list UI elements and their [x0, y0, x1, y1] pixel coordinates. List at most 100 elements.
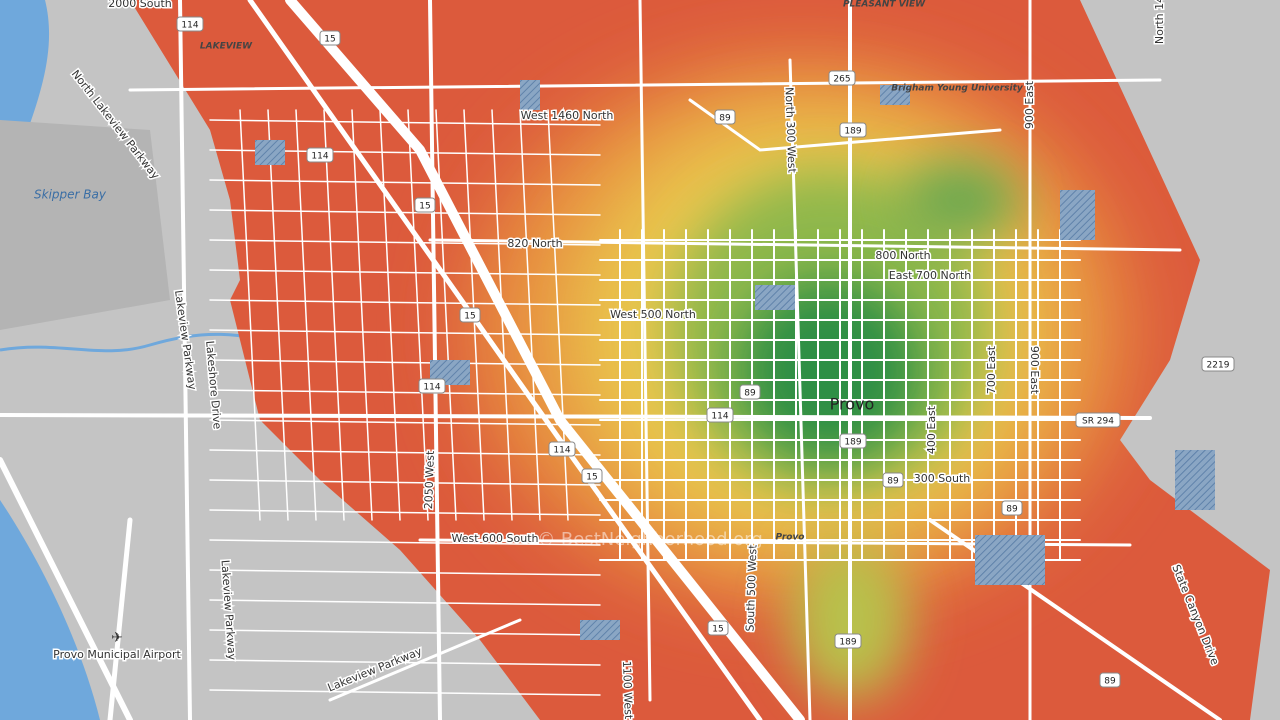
route-shield: 114: [306, 147, 334, 163]
route-shield: 15: [581, 468, 603, 484]
shield-box: [581, 468, 603, 484]
highway: [428, 238, 1182, 252]
shield-box: [839, 433, 867, 449]
highway: [0, 457, 133, 720]
highway: [128, 78, 1162, 92]
shield-box: [707, 620, 729, 636]
highway: [638, 0, 652, 702]
shield-box: [1201, 356, 1235, 372]
shield-label: 265: [833, 75, 850, 85]
route-shield: 15: [319, 30, 341, 46]
street: [239, 109, 261, 521]
street: [209, 539, 601, 546]
shield-label: 89: [887, 477, 899, 487]
street: [209, 299, 601, 306]
route-shield: 114: [706, 407, 734, 423]
route-shield: 189: [834, 633, 862, 649]
route-shield: 89: [714, 109, 736, 125]
route-shield: 114: [176, 16, 204, 32]
route-shield: 89: [1001, 500, 1023, 516]
map-label: North 14: [1153, 0, 1166, 44]
park: [520, 80, 540, 110]
street: [209, 329, 601, 336]
street: [209, 659, 601, 666]
map-label: West 1460 North: [521, 109, 614, 122]
street: [209, 449, 601, 456]
roads: [0, 0, 1222, 720]
map-label: 2000 South: [108, 0, 171, 10]
shield-box: [306, 147, 334, 163]
route-shield: 89: [1099, 672, 1121, 688]
park: [580, 620, 620, 640]
shield-label: 89: [1006, 505, 1018, 515]
street: [209, 599, 601, 606]
highway: [788, 58, 812, 720]
shield-box: [418, 378, 446, 394]
map-label: 820 North: [507, 237, 562, 250]
map-label: PLEASANT VIEW: [843, 0, 926, 10]
shield-label: 89: [1104, 677, 1116, 687]
map-label: North 300 West: [783, 87, 799, 174]
shield-label: 114: [311, 152, 328, 162]
map-label: West 500 North: [610, 308, 696, 321]
map-label: 2050 West: [422, 450, 437, 510]
route-shield: 189: [839, 433, 867, 449]
shield-box: [882, 472, 904, 488]
map-label: 1100 West: [620, 661, 635, 720]
lake: [0, 500, 100, 720]
shield-box: [739, 384, 761, 400]
route-shield: 2219: [1201, 356, 1235, 372]
map-label: 700 East: [985, 345, 998, 394]
shield-label: 15: [712, 625, 723, 635]
route-shield: 265: [828, 70, 856, 86]
shield-box: [1075, 412, 1121, 428]
shield-box: [1099, 672, 1121, 688]
map-label: 800 North: [875, 249, 930, 262]
street: [209, 239, 601, 246]
park: [1175, 450, 1215, 510]
map-label: 400 East: [925, 405, 938, 454]
street: [209, 509, 601, 516]
shield-label: 15: [464, 312, 475, 322]
street: [209, 689, 601, 696]
map-label: 300 South: [914, 472, 970, 485]
shield-label: 15: [324, 35, 335, 45]
park: [755, 285, 795, 310]
map-label: Provo: [830, 395, 875, 414]
route-shield: 15: [414, 197, 436, 213]
shield-label: 189: [844, 127, 861, 137]
park: [880, 85, 910, 105]
airport-icon: ✈: [111, 630, 123, 646]
map-label: Skipper Bay: [34, 188, 107, 202]
map-label: 900 East: [1028, 346, 1041, 395]
map-label: Provo Municipal Airport: [53, 648, 181, 661]
route-shield: 189: [839, 122, 867, 138]
shields: 114 15 114 15 15 114 114 114 15 89 265 189 89 189 89 89…: [176, 16, 1235, 688]
shield-box: [548, 441, 576, 457]
shield-label: 15: [586, 473, 597, 483]
route-shield: 89: [739, 384, 761, 400]
street: [407, 109, 429, 521]
highway: [107, 517, 133, 720]
street: [209, 119, 601, 126]
map-label: 900 East: [1023, 80, 1036, 129]
map-label: West 600 South: [451, 532, 538, 545]
highway: [688, 98, 1002, 152]
map-label: East 700 North: [889, 269, 972, 282]
shield-label: SR 294: [1082, 417, 1114, 427]
route-shield: 89: [882, 472, 904, 488]
shield-box: [706, 407, 734, 423]
map-label: Brigham Young University: [891, 84, 1024, 94]
park: [975, 535, 1045, 585]
street: [519, 109, 541, 521]
heat-green: [740, 280, 920, 460]
street: [209, 569, 601, 576]
street: [209, 209, 601, 216]
shield-box: [414, 197, 436, 213]
highway: [328, 618, 522, 702]
street: [209, 269, 601, 276]
watermark: © BestNeighborhood.org: [537, 529, 763, 550]
shield-box: [1001, 500, 1023, 516]
shield-label: 114: [423, 383, 440, 393]
